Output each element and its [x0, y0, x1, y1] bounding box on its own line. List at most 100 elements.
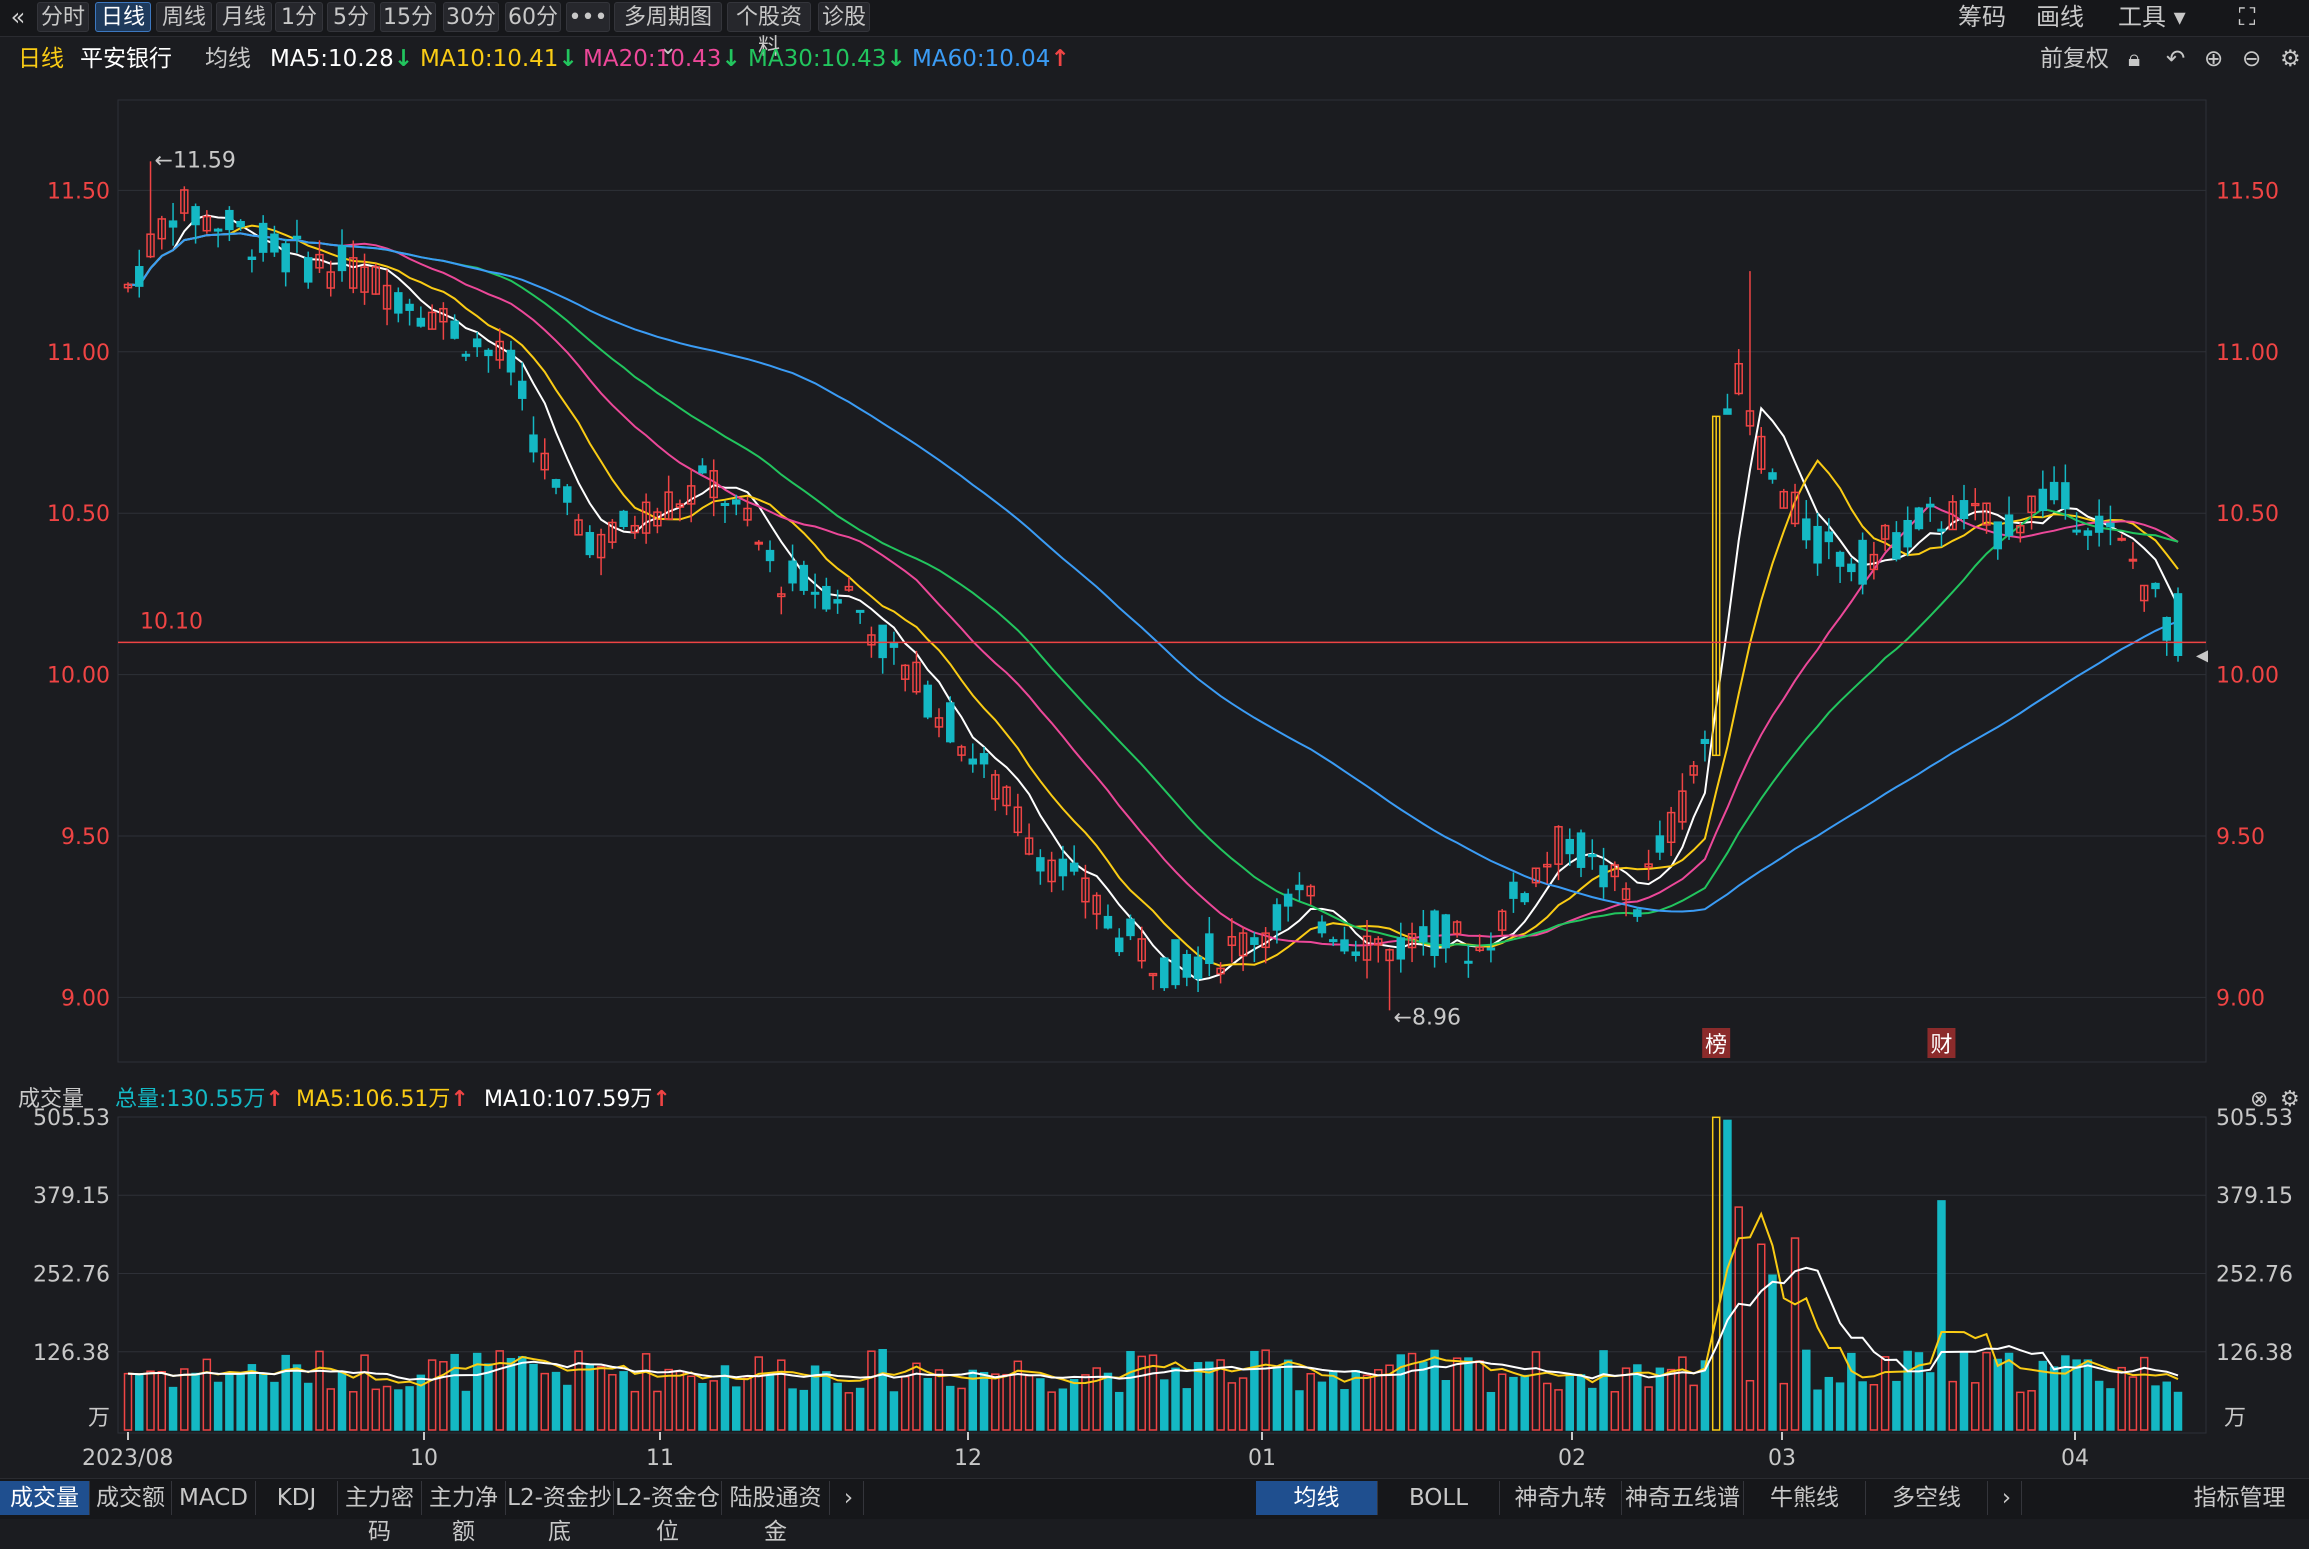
- candle-body: [641, 501, 651, 534]
- candle-body: [517, 380, 527, 399]
- volume-bar: [1700, 1360, 1710, 1431]
- candle-body: [1948, 501, 1957, 531]
- indicator-tab-0[interactable]: 成交量: [0, 1481, 90, 1515]
- indicator-tab-2[interactable]: MACD: [172, 1481, 256, 1515]
- overlay-tab-3[interactable]: 神奇五线谱: [1622, 1481, 1744, 1515]
- period-button-4[interactable]: 1分: [275, 2, 323, 32]
- stock-name[interactable]: 平安银行: [80, 46, 172, 72]
- period-button-2[interactable]: 周线: [156, 2, 212, 32]
- lock-icon[interactable]: 🔒︎: [2128, 46, 2141, 72]
- ma-label[interactable]: 均线: [205, 46, 251, 72]
- candle-body: [1272, 904, 1282, 931]
- overlay-tab-5[interactable]: 多空线: [1866, 1481, 1988, 1515]
- overlay-tab-0[interactable]: 均线: [1256, 1481, 1378, 1515]
- candle-body: [743, 507, 752, 521]
- candle-body: [168, 220, 178, 228]
- period-button-1[interactable]: 日线: [95, 2, 151, 32]
- volume-bar: [1745, 1379, 1755, 1431]
- volume-bar: [495, 1350, 504, 1431]
- candle-body: [2139, 584, 2149, 602]
- volume-bar: [878, 1348, 887, 1431]
- overlay-next-arrow[interactable]: ›: [1992, 1481, 2022, 1515]
- candle-body: [427, 311, 437, 330]
- candle-body: [1385, 949, 1394, 962]
- candle-body: [1002, 786, 1011, 807]
- volume-bar: [946, 1385, 955, 1431]
- candle-body: [349, 257, 358, 289]
- volume-bar: [1126, 1350, 1135, 1431]
- undo-icon[interactable]: ↶: [2166, 46, 2186, 72]
- volume-bar: [1081, 1374, 1090, 1431]
- volume-bar: [1092, 1367, 1101, 1431]
- current-price-label: 10.10: [140, 609, 203, 634]
- indicator-tab-1[interactable]: 成交额: [90, 1481, 172, 1515]
- volume-title[interactable]: 成交量: [18, 1087, 85, 1112]
- candle-body: [833, 599, 842, 604]
- volume-bar: [1689, 1384, 1698, 1431]
- tools-button[interactable]: 工具 ▾: [2118, 3, 2186, 31]
- volume-bar: [2027, 1390, 2036, 1431]
- overlay-tab-2[interactable]: 神奇九转: [1500, 1481, 1622, 1515]
- volume-bar: [135, 1374, 144, 1431]
- period-button-7[interactable]: 30分: [443, 2, 499, 32]
- candle-body: [2162, 616, 2171, 641]
- volume-tick-left: 126.38: [33, 1341, 110, 1366]
- candle-body: [146, 233, 155, 258]
- fullscreen-icon[interactable]: ⛶: [2238, 3, 2256, 31]
- close-panel-icon[interactable]: ⊗: [2250, 1087, 2269, 1112]
- volume-bar: [1486, 1391, 1496, 1431]
- volume-gear-icon[interactable]: ⚙: [2280, 1087, 2300, 1112]
- volume-bar: [146, 1370, 155, 1431]
- low-annotation: ←8.96: [1394, 1005, 1461, 1030]
- volume-bar: [1058, 1388, 1068, 1431]
- volume-bar: [1914, 1352, 1924, 1431]
- candle-body: [799, 564, 809, 591]
- indicator-manage-button[interactable]: 指标管理: [2193, 1485, 2286, 1511]
- price-tick-left: 11.00: [47, 341, 110, 366]
- candle-body: [698, 465, 707, 474]
- volume-bar: [1858, 1381, 1867, 1431]
- candle-body: [1328, 939, 1338, 943]
- zoom-in-icon[interactable]: ⊕: [2204, 46, 2224, 72]
- tabs-next-arrow[interactable]: ›: [834, 1481, 864, 1515]
- candle-body: [1644, 863, 1653, 868]
- period-button-3[interactable]: 月线: [216, 2, 272, 32]
- gear-icon[interactable]: ⚙: [2280, 46, 2301, 72]
- volume-bar: [360, 1354, 369, 1431]
- indicator-tab-4[interactable]: 主力密码: [338, 1481, 422, 1545]
- period-button-10[interactable]: 多周期图 ⌄: [614, 2, 722, 60]
- period-button-9[interactable]: •••: [566, 2, 610, 32]
- volume-total: 总量:130.55万↑: [115, 1087, 284, 1112]
- indicator-tab-5[interactable]: 主力净额: [422, 1481, 506, 1545]
- period-label: 日线: [18, 46, 64, 72]
- indicator-tab-3[interactable]: KDJ: [256, 1481, 338, 1515]
- volume-bar: [1419, 1361, 1428, 1431]
- chips-button[interactable]: 筹码: [1958, 3, 2006, 31]
- period-button-8[interactable]: 60分: [505, 2, 561, 32]
- period-button-6[interactable]: 15分: [380, 2, 436, 32]
- kline-chart[interactable]: 11.50 11.50 11.00 11.00 10.50 10.50 10.00 10.00…: [0, 0, 2309, 1478]
- adjust-selector[interactable]: 前复权: [2040, 46, 2109, 72]
- candle-body: [765, 549, 775, 562]
- overlay-tab-1[interactable]: BOLL: [1378, 1481, 1500, 1515]
- volume-bar: [777, 1359, 786, 1431]
- period-button-12[interactable]: 诊股: [818, 2, 870, 32]
- indicator-tab-6[interactable]: L2-资金抄底: [506, 1481, 614, 1545]
- collapse-icon[interactable]: «: [10, 3, 26, 31]
- candle-body: [754, 541, 764, 545]
- x-axis-label: 04: [2061, 1446, 2089, 1471]
- volume-bar: [754, 1356, 764, 1431]
- draw-button[interactable]: 画线: [2036, 3, 2084, 31]
- x-axis-label: 10: [410, 1446, 438, 1471]
- candle-body: [439, 307, 448, 323]
- ma10-value: MA10:10.41↓: [420, 46, 578, 72]
- period-button-0[interactable]: 分时: [37, 2, 89, 32]
- zoom-out-icon[interactable]: ⊖: [2242, 46, 2262, 72]
- period-button-11[interactable]: 个股资料: [727, 2, 811, 60]
- candle-body: [1971, 502, 1980, 507]
- volume-bar: [1925, 1372, 1935, 1431]
- indicator-tab-8[interactable]: 陆股通资金: [722, 1481, 830, 1545]
- overlay-tab-4[interactable]: 牛熊线: [1744, 1481, 1866, 1515]
- indicator-tab-7[interactable]: L2-资金仓位: [614, 1481, 722, 1545]
- period-button-5[interactable]: 5分: [327, 2, 375, 32]
